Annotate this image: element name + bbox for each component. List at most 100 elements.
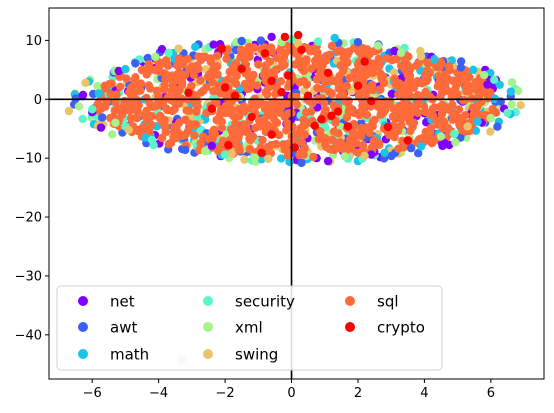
cloud-point — [193, 61, 202, 70]
cloud-point — [483, 94, 493, 103]
y-tick-label: 10 — [25, 34, 42, 49]
cloud-point — [208, 134, 217, 143]
legend-entry-swing: swing — [203, 346, 278, 364]
cloud-point — [196, 76, 205, 85]
cloud-point — [288, 122, 297, 132]
cloud-point — [426, 123, 436, 133]
cloud-point — [125, 88, 134, 97]
cloud-point — [411, 107, 420, 116]
cloud-point — [486, 127, 495, 136]
cloud-point — [233, 127, 242, 137]
point-sql — [473, 102, 482, 111]
cloud-point — [420, 77, 429, 87]
y-tick-label: −40 — [15, 328, 42, 343]
cloud-point — [261, 69, 270, 78]
cloud-point — [142, 93, 151, 103]
point-crypto — [303, 91, 313, 100]
point-crypto — [267, 76, 276, 86]
cloud-point — [150, 65, 160, 75]
point-sql — [333, 47, 343, 56]
point-sql — [327, 76, 336, 86]
point-crypto — [280, 32, 290, 42]
cloud-point — [414, 58, 423, 67]
point-sql — [307, 64, 316, 73]
cloud-point — [206, 58, 216, 67]
cloud-point — [307, 45, 316, 54]
cloud-point — [95, 103, 104, 113]
legend-marker — [78, 349, 88, 359]
point-crypto — [343, 122, 353, 131]
legend-marker — [345, 296, 355, 306]
legend-marker — [203, 322, 213, 332]
cloud-point — [473, 109, 482, 118]
cloud-point — [471, 78, 480, 87]
cloud-point — [358, 104, 367, 113]
cloud-point — [172, 61, 182, 70]
point-security — [88, 105, 97, 114]
cloud-point — [231, 79, 241, 89]
point-security — [164, 48, 173, 57]
point-xml — [74, 102, 84, 111]
cloud-point — [246, 75, 256, 85]
cloud-point — [430, 103, 439, 112]
cloud-point — [185, 64, 194, 73]
legend-marker — [203, 296, 213, 306]
point-awt — [131, 59, 140, 68]
cloud-point — [368, 68, 377, 78]
point-net — [78, 92, 87, 101]
y-tick-label: −20 — [15, 211, 42, 226]
point-crypto — [267, 130, 276, 139]
point-swing — [463, 122, 472, 131]
cloud-point — [232, 112, 241, 122]
cloud-point — [131, 73, 140, 82]
cloud-point — [183, 127, 193, 136]
point-sql — [300, 144, 309, 153]
cloud-point — [252, 101, 261, 111]
cloud-point — [376, 69, 385, 78]
cloud-point — [221, 76, 230, 86]
legend-marker — [345, 322, 355, 332]
cloud-point — [269, 114, 279, 124]
point-math — [191, 42, 200, 52]
cloud-point — [345, 73, 354, 83]
point-net — [367, 150, 376, 159]
cloud-point — [507, 78, 517, 87]
cloud-point — [406, 91, 415, 101]
y-tick-label: −10 — [15, 152, 42, 167]
cloud-point — [256, 36, 266, 45]
legend-label: crypto — [377, 319, 425, 337]
cloud-point — [263, 90, 272, 99]
cloud-point — [335, 71, 344, 81]
cloud-point — [360, 125, 369, 135]
cloud-point — [368, 120, 377, 129]
point-sql — [161, 75, 170, 85]
cloud-point — [469, 65, 478, 75]
cloud-point — [451, 138, 460, 147]
cloud-point — [410, 80, 419, 89]
point-xml — [340, 152, 349, 161]
cloud-point — [208, 128, 218, 137]
cloud-point — [328, 135, 337, 145]
cloud-point — [334, 81, 344, 90]
x-tick-label: 2 — [354, 386, 362, 401]
cloud-point — [444, 62, 454, 71]
cloud-point — [387, 89, 396, 99]
cloud-point — [197, 88, 206, 97]
cloud-point — [116, 82, 125, 92]
x-tick-label: 4 — [420, 386, 428, 401]
cloud-point — [284, 82, 293, 91]
cloud-point — [175, 54, 184, 63]
cloud-point — [243, 128, 253, 137]
cloud-point — [209, 40, 218, 49]
cloud-point — [130, 80, 139, 89]
cloud-point — [177, 76, 187, 86]
cloud-point — [341, 48, 350, 57]
cloud-point — [404, 52, 413, 61]
cloud-point — [315, 68, 325, 77]
point-sql — [240, 79, 250, 89]
cloud-point — [321, 134, 331, 144]
point-security — [313, 37, 323, 46]
cloud-point — [163, 61, 173, 70]
point-math — [121, 65, 130, 74]
cloud-point — [227, 125, 236, 134]
